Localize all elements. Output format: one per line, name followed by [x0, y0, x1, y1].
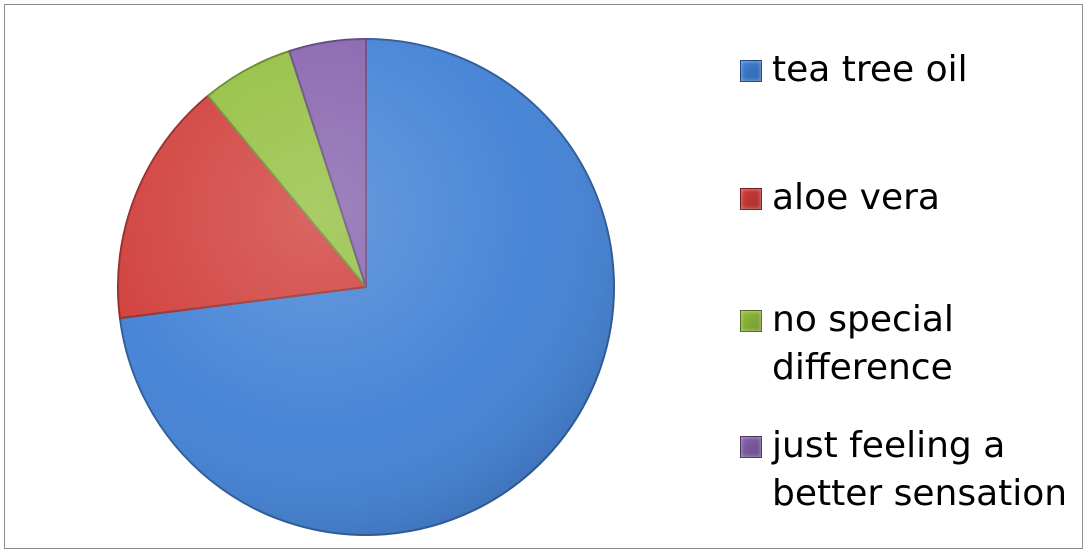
legend-item-just-feeling-better: just feeling a better sensation: [740, 422, 1067, 518]
legend-label-tea-tree-oil: tea tree oil: [772, 49, 968, 90]
legend-swatch-tea-tree-oil: [740, 60, 762, 82]
legend-item-aloe-vera: aloe vera: [740, 174, 940, 222]
legend-label-aloe-vera: aloe vera: [772, 177, 940, 218]
legend-item-no-special-difference: no special difference: [740, 296, 954, 392]
legend-swatch-no-special-difference: [740, 310, 762, 332]
legend-label-no-special-difference: no special difference: [772, 299, 954, 388]
legend-swatch-aloe-vera: [740, 188, 762, 210]
legend-swatch-just-feeling-better: [740, 436, 762, 458]
pie-slices: [117, 38, 615, 536]
legend: tea tree oil aloe vera no special differ…: [740, 40, 1085, 550]
legend-item-tea-tree-oil: tea tree oil: [740, 46, 968, 94]
legend-label-just-feeling-better: just feeling a better sensation: [772, 425, 1068, 514]
